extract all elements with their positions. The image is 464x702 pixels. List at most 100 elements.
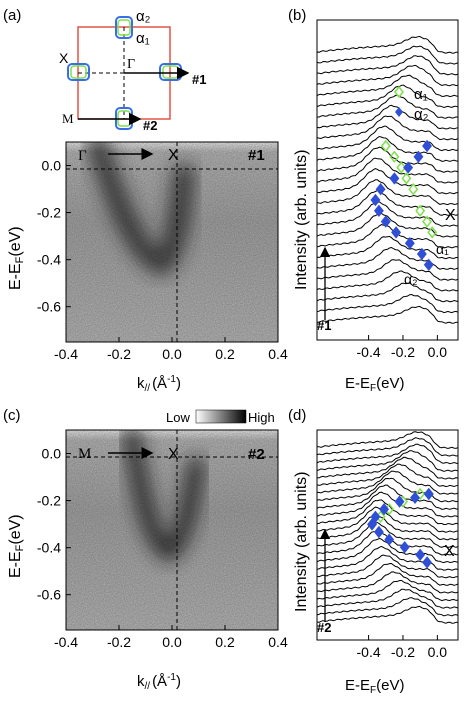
edc-b-curves <box>316 35 459 324</box>
edc-d-edc-curve-7 <box>316 545 459 571</box>
annot-alpha1: α₁ <box>436 241 449 257</box>
map-c-ytick-label-3: -0.6 <box>37 587 61 603</box>
edc-b-marker-alpha1-3 <box>401 172 412 185</box>
edc-b-edc-curve-18 <box>316 104 459 130</box>
edc-d-edc-curve-23 <box>317 431 459 450</box>
colorbar: Low High <box>166 409 275 425</box>
pocket-left <box>67 63 90 81</box>
edc-b-edc-curve-7 <box>316 224 459 249</box>
map-a-xlabel-close: ) <box>176 375 181 392</box>
edc-b-edc-curve-5 <box>316 246 459 270</box>
edc-b-edc-curve-1 <box>316 293 459 314</box>
edc-d-marker-alpha1-4 <box>415 487 426 501</box>
edc-b-edc-curve-19 <box>316 94 459 119</box>
edc-b-marker-alpha2-2 <box>403 161 414 174</box>
edc-d-marker-alpha2-0 <box>423 487 434 501</box>
edc-b-xlabel-text: E-E <box>345 375 370 392</box>
brillouin-zone-diagram: α₂ α₁ X Γ #1 M #2 <box>59 8 206 133</box>
edc-b-marker-alpha1-2 <box>396 161 407 174</box>
bz-cut2-label: #2 <box>143 118 157 133</box>
map-c-m: M <box>78 446 91 462</box>
edc-d-edc-curve-21 <box>316 443 459 465</box>
edc-d-x-label: X <box>444 543 455 560</box>
map-a-ytick-label-1: -0.2 <box>37 205 61 221</box>
edc-d-edc-curve-1 <box>316 597 459 617</box>
edc-b-edc-curve-11 <box>316 179 459 206</box>
map-c-xtick-label-4: 0.4 <box>268 634 288 650</box>
map-c-xlabel-sub: // <box>145 681 151 692</box>
edc-b-edc-curve-22 <box>316 64 459 87</box>
edc-d-edc-curve-13 <box>317 499 459 526</box>
edc-d-edc-curve-20 <box>316 450 459 472</box>
edc-d-edc-curve-19 <box>316 456 459 480</box>
edc-d-edc-curve-22 <box>316 437 459 457</box>
map-a-cut-label: #1 <box>248 147 265 164</box>
map-a-ylabel-sub: F <box>14 256 26 263</box>
edc-b-edc-curve-20 <box>316 84 459 109</box>
edc-b-marker-alpha2-4 <box>375 182 386 196</box>
edc-d-marker-alpha2-9 <box>415 548 426 562</box>
colorbar-low-label: Low <box>166 410 190 425</box>
map-c-ytick-label-2: -0.4 <box>37 540 61 556</box>
legend-alpha2-marker <box>395 107 403 117</box>
edc-d-edc-curve-11 <box>316 514 459 541</box>
panel-b-label: (b) <box>288 7 306 24</box>
edc-d-edc-curve-12 <box>316 506 459 533</box>
map-c-noise <box>66 430 278 630</box>
bz-x-label: X <box>59 50 69 66</box>
edc-d-edc-curve-4 <box>316 571 459 594</box>
pocket-top-inner <box>117 19 131 36</box>
edc-d-marker-alpha2-8 <box>399 540 410 554</box>
map-a-xtick-label-1: -0.2 <box>107 346 131 362</box>
edc-d-arrow-label: #2 <box>317 620 331 635</box>
edc-b-edc-curve-15 <box>316 135 459 162</box>
map-c-ylabel-text: E-E <box>7 551 24 578</box>
edc-b-edc-curve-2 <box>316 282 459 303</box>
colorbar-gradient <box>195 409 247 424</box>
map-c-xlabel-unit: (Å <box>152 673 167 690</box>
bz-gamma-label: Γ <box>127 57 135 72</box>
map-c-xtick-label-0: -0.4 <box>54 634 78 650</box>
edc-b-marker-alpha2-6 <box>373 204 384 218</box>
edc-d-xlabel-sub: F <box>370 685 376 696</box>
edc-d-edc-curve-6 <box>316 554 458 579</box>
edc-b-xlabel-unit: (eV) <box>376 375 404 392</box>
edc-d-xlabel-unit: (eV) <box>376 677 404 694</box>
map-a-xlabel-k: k <box>137 375 145 392</box>
edc-b-edc-curve-17 <box>316 115 459 141</box>
map-c-xlabel-close: ) <box>176 673 181 690</box>
map-c-ylabel-sub: F <box>14 544 26 551</box>
map-a-ytick-label-2: -0.4 <box>37 252 61 268</box>
edc-b-marker-alpha1-5 <box>415 204 426 218</box>
edc-b-edc-curve-0 <box>316 305 459 324</box>
map-c-ytick-label-0: 0.0 <box>42 446 62 462</box>
bz-m-label: M <box>62 111 74 126</box>
edc-d-edc-curve-16 <box>316 477 459 503</box>
edc-b-edc-curve-14 <box>316 146 459 173</box>
map-a-x: X <box>168 147 179 164</box>
edc-d-edc-curve-2 <box>316 588 459 609</box>
edc-b-x-label: X <box>445 207 456 224</box>
edc-b-axes: -0.4 -0.2 0.0 <box>357 335 448 360</box>
map-c-ytick-label-1: -0.2 <box>37 493 61 509</box>
edc-b-edc-curve-3 <box>316 270 459 292</box>
edc-d-axes: -0.4 -0.2 0.0 <box>357 635 447 660</box>
edc-d-marker-alpha2-6 <box>373 525 384 539</box>
edc-panel-b: -0.4 -0.2 0.0 #1 X α₁ α₂ α₁ α₂ <box>316 19 459 360</box>
edc-b-arrow-label: #1 <box>317 318 331 333</box>
edc-d-marker-alpha2-1 <box>410 491 420 505</box>
map-c-x: X <box>168 446 179 463</box>
edc-d-xtick-label-0: -0.4 <box>357 644 381 660</box>
edc-d-marker-alpha2-10 <box>422 556 433 569</box>
annot-alpha2: α₂ <box>404 271 418 287</box>
edc-b-marker-alpha2-11 <box>423 258 434 272</box>
edc-d-edc-curve-18 <box>316 463 459 488</box>
edc-d-ylabel: Intensity (arb. units) <box>293 472 310 613</box>
map-a-xlabel: k//(Å-1) <box>137 374 181 394</box>
edc-b-xtick-label-2: 0.0 <box>428 344 448 360</box>
edc-b-edc-curve-25 <box>316 35 459 54</box>
edc-b-edc-curve-12 <box>316 168 459 195</box>
map-a-ytick-label-0: 0.0 <box>42 158 62 174</box>
edc-b-marker-alpha2-0 <box>422 139 433 153</box>
edc-b-frame <box>316 19 459 341</box>
